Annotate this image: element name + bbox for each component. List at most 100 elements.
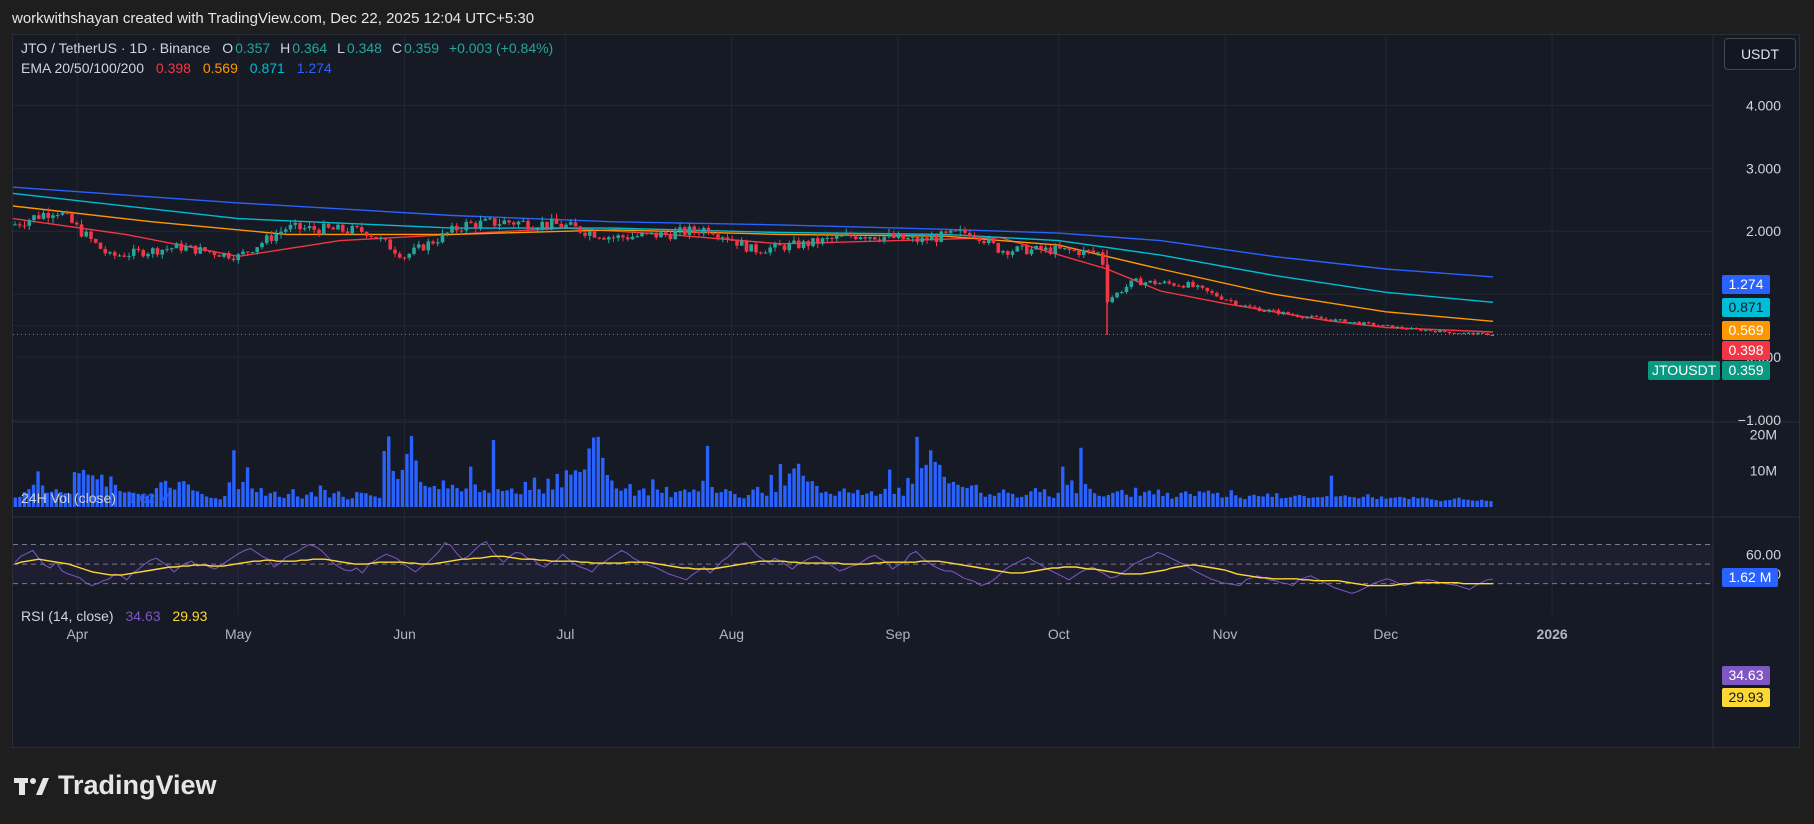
candle-body <box>383 237 388 240</box>
candle-body <box>882 236 887 241</box>
candle-body <box>948 230 953 233</box>
candle-body <box>1153 280 1157 285</box>
volume-bars <box>13 436 1493 507</box>
candle-body <box>1490 334 1495 336</box>
candle-body <box>1428 330 1433 332</box>
candle-body <box>1077 250 1081 255</box>
volume-bar <box>241 481 245 507</box>
volume-legend[interactable]: 24H Vol (close) 1.62 M <box>21 490 173 506</box>
volume-bar <box>159 482 163 507</box>
volume-bar <box>1024 495 1028 507</box>
candle-body <box>70 213 74 223</box>
ema-label[interactable]: EMA 20/50/100/200 <box>21 60 144 76</box>
candle-body <box>317 229 321 235</box>
volume-bar <box>774 492 778 507</box>
candle-body <box>464 221 469 231</box>
rsi-legend[interactable]: RSI (14, close) 34.63 29.93 <box>21 608 209 624</box>
candle-body <box>426 241 431 251</box>
volume-bar <box>86 474 90 507</box>
candle-body <box>502 220 507 225</box>
volume-bar <box>596 436 600 507</box>
candle-body <box>1262 310 1267 312</box>
volume-bar <box>1215 492 1220 507</box>
volume-bar <box>305 494 309 507</box>
volume-bar <box>523 481 528 507</box>
candle-body <box>1243 305 1248 307</box>
candle-body <box>830 238 834 240</box>
volume-bar <box>714 492 719 507</box>
rsi-ma-line <box>14 555 1494 587</box>
volume-bar <box>942 476 947 507</box>
volume-bar <box>1252 494 1256 507</box>
symbol-title[interactable]: JTO / TetherUS · 1D · Binance <box>21 40 211 56</box>
volume-bar <box>1083 484 1088 507</box>
candle-body <box>1404 328 1409 330</box>
volume-bar <box>664 487 669 507</box>
candle-body <box>1385 324 1390 326</box>
volume-bar <box>154 488 159 507</box>
volume-bar <box>888 469 892 507</box>
volume-bar <box>1297 495 1302 507</box>
tradingview-logo[interactable]: TradingView <box>14 770 217 801</box>
candle-body <box>1457 333 1461 335</box>
candle-body <box>32 215 36 221</box>
candle-body <box>469 221 473 224</box>
volume-bar <box>36 471 40 507</box>
candle-body <box>1371 323 1376 326</box>
candle-body <box>906 237 910 240</box>
volume-bar <box>1329 475 1334 507</box>
candle-body <box>1461 332 1466 334</box>
chart-frame[interactable]: Apr May Jun Jul Aug Sep Oct Nov Dec 2026 4.000 3.00… <box>12 34 1801 749</box>
candle-body <box>226 252 231 259</box>
candle-body <box>1143 282 1148 286</box>
rsi-label[interactable]: RSI (14, close) <box>21 608 114 624</box>
ema-legend[interactable]: EMA 20/50/100/200 0.398 0.569 0.871 1.27… <box>21 60 334 76</box>
candle-body <box>1419 328 1423 331</box>
volume-bar <box>901 495 906 507</box>
chart-canvas[interactable]: Apr May Jun Jul Aug Sep Oct Nov Dec 2026 4.000 3.00… <box>13 35 1801 749</box>
candle-body <box>1423 330 1428 332</box>
volume-bar <box>336 491 341 507</box>
candle-body <box>245 251 250 253</box>
volume-bar <box>418 481 423 507</box>
volume-bar <box>792 468 796 507</box>
brand-name: TradingView <box>58 770 217 800</box>
volume-bar <box>209 497 213 507</box>
volume-bar <box>177 481 181 507</box>
candle-body <box>1324 318 1328 320</box>
candle-body <box>1400 326 1404 329</box>
volume-bar <box>414 460 418 507</box>
volume-bar <box>27 489 31 507</box>
candle-body <box>834 235 839 239</box>
candle-body <box>165 249 169 251</box>
volume-tick-label: 20M <box>1750 426 1777 442</box>
candle-body <box>716 234 720 238</box>
volume-bar <box>346 499 350 507</box>
volume-bar <box>778 464 783 507</box>
currency-button[interactable]: USDT <box>1724 38 1796 70</box>
candle-body <box>915 236 920 242</box>
candle-body <box>60 212 65 215</box>
candle-body <box>554 218 559 224</box>
x-tick-label: May <box>225 626 251 642</box>
candle-body <box>355 225 359 228</box>
x-tick-label: Dec <box>1373 626 1398 642</box>
volume-label[interactable]: 24H Vol (close) <box>21 490 116 506</box>
volume-bar <box>1384 498 1388 507</box>
volume-bar <box>1038 492 1042 507</box>
volume-bar <box>264 495 268 507</box>
symbol-legend[interactable]: JTO / TetherUS · 1D · Binance O 0.357 H 0.… <box>21 40 555 56</box>
volume-bar <box>874 495 878 507</box>
volume-bar <box>701 480 705 507</box>
volume-bar <box>1143 492 1147 507</box>
ema20-tag: 0.398 <box>1722 341 1770 360</box>
candle-body <box>207 251 212 253</box>
candle-body <box>530 229 535 231</box>
candle-body <box>288 224 293 230</box>
volume-bar <box>751 489 755 507</box>
candle-body <box>65 212 70 214</box>
volume-bar <box>550 489 555 507</box>
volume-bar <box>1115 491 1120 507</box>
ema20-value: 0.398 <box>155 60 191 76</box>
volume-bar <box>54 489 58 507</box>
